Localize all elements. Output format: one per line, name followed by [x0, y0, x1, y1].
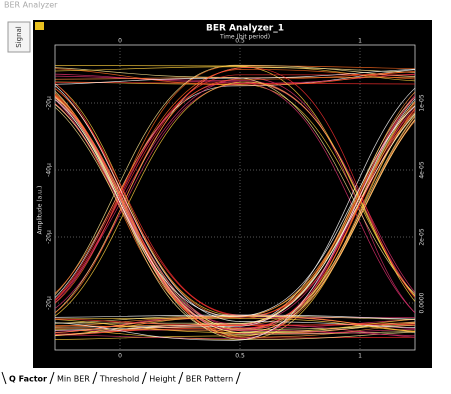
eye-trace	[55, 85, 415, 328]
eye-trace	[55, 113, 415, 331]
eye-trace	[55, 81, 415, 314]
eye-trace	[55, 64, 415, 297]
left-tick-label: -20µ	[46, 296, 53, 310]
eye-trace	[55, 74, 415, 301]
eye-trace	[55, 67, 415, 294]
tab[interactable]: Q Factor	[9, 375, 47, 384]
bottom-tick-label: 1	[358, 353, 362, 360]
tab-separator	[92, 371, 98, 385]
eye-trace	[55, 99, 415, 317]
eye-trace	[55, 94, 415, 335]
eye-trace	[55, 96, 415, 329]
eye-trace	[55, 76, 415, 80]
eye-trace	[55, 104, 415, 340]
y-axis-label: Amplitude (a.u.)	[37, 186, 44, 235]
tab-separator	[1, 371, 7, 385]
eye-trace	[55, 68, 415, 85]
right-tick-label: 2e-05	[419, 228, 426, 245]
tab-separator	[178, 371, 184, 385]
eye-trace	[55, 75, 415, 296]
eye-trace	[55, 99, 415, 335]
eye-trace	[55, 96, 415, 324]
tab-separator	[235, 371, 241, 385]
eye-trace	[55, 88, 415, 333]
eye-trace	[55, 71, 415, 314]
eye-trace	[55, 106, 415, 333]
plot-title: BER Analyzer_1	[206, 24, 284, 34]
icon	[35, 22, 44, 30]
tab[interactable]: Height	[149, 375, 175, 384]
eye-trace	[55, 73, 415, 293]
eye-trace	[55, 103, 415, 338]
bottom-tick-label: 0.5	[235, 353, 245, 360]
eye-trace	[55, 108, 415, 340]
right-tick-label: 0.0000	[419, 292, 426, 313]
eye-trace	[55, 318, 415, 334]
eye-trace	[55, 99, 415, 337]
eye-trace	[55, 102, 415, 329]
eye-trace	[55, 106, 415, 336]
left-tick-label: -20µ	[46, 96, 53, 110]
side-tab[interactable]	[7, 21, 31, 53]
eye-trace	[55, 318, 415, 326]
eye-trace	[55, 81, 415, 297]
eye-trace	[55, 81, 415, 317]
side-tab-label: Signal	[15, 26, 23, 48]
eye-trace	[55, 112, 415, 334]
tab[interactable]: Threshold	[99, 375, 139, 384]
eye-trace	[55, 314, 415, 320]
right-tick-label: 1e-05	[419, 94, 426, 111]
eye-trace	[55, 317, 415, 333]
top-tick-label: 0.5	[235, 38, 245, 45]
eye-trace	[55, 315, 415, 324]
eye-trace	[55, 68, 415, 86]
eye-trace	[55, 81, 415, 85]
eye-trace	[55, 118, 415, 331]
tab-bar	[0, 368, 451, 390]
eye-trace	[55, 67, 415, 301]
eye-trace	[55, 64, 415, 295]
eye-trace	[55, 95, 415, 334]
top-tick-label: 0	[118, 38, 122, 45]
tab[interactable]: Min BER	[57, 375, 90, 384]
window-caption: BER Analyzer	[4, 1, 58, 10]
plot-area	[54, 44, 416, 351]
tab-separator	[141, 371, 147, 385]
eye-trace	[55, 77, 415, 314]
left-tick-label: -40µ	[46, 163, 53, 177]
right-tick-label: 4e-05	[419, 161, 426, 178]
x-axis-label: Time (bit period)	[219, 34, 270, 41]
bottom-tick-label: 0	[118, 353, 122, 360]
eye-trace	[55, 96, 415, 338]
eye-trace	[55, 316, 415, 337]
tab[interactable]: BER Pattern	[186, 375, 233, 384]
top-tick-label: 1	[358, 38, 362, 45]
eye-trace	[55, 98, 415, 341]
tab-separator	[49, 371, 55, 385]
left-tick-label: -20µ	[46, 230, 53, 244]
eye-trace	[55, 69, 415, 294]
